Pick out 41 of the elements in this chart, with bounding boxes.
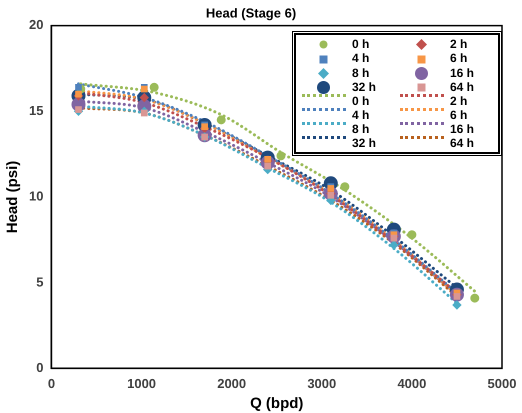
point: [264, 162, 272, 170]
legend-label: 32 h: [352, 80, 377, 94]
x-tick-label: 3000: [307, 376, 336, 391]
legend-label: 32 h: [352, 136, 377, 150]
x-tick-label: 4000: [397, 376, 426, 391]
legend-label: 0 h: [352, 37, 370, 52]
y-tick-label: 15: [28, 102, 44, 118]
legend-label: 4 h: [352, 108, 370, 122]
legend-label: 16 h: [450, 66, 475, 80]
x-axis-title: Q (bpd): [250, 395, 304, 412]
x-tick-label: 5000: [488, 376, 516, 391]
legend-label: 64 h: [450, 80, 475, 94]
point: [216, 115, 226, 124]
legend-label: 6 h: [450, 108, 468, 122]
point: [150, 82, 159, 92]
point: [140, 110, 148, 116]
point: [340, 182, 350, 192]
legend-label: 4 h: [352, 51, 370, 66]
chart-title: Head (Stage 6): [206, 5, 296, 20]
legend-label: 64 h: [450, 136, 475, 150]
point: [75, 84, 82, 91]
y-tick-label: 20: [28, 17, 44, 32]
x-tick-label: 1000: [127, 376, 156, 391]
y-tick-label: 10: [28, 188, 44, 204]
x-tick-label: 2000: [217, 376, 246, 391]
y-tick-label: 0: [36, 360, 44, 375]
y-axis-title: Head (psi): [4, 160, 22, 234]
point: [276, 151, 286, 160]
legend-label: 6 h: [450, 51, 468, 66]
point: [470, 294, 480, 303]
legend-label: 16 h: [450, 122, 475, 136]
point: [75, 106, 82, 113]
legend-label: 2 h: [450, 94, 468, 108]
legend-label: 0 h: [352, 94, 370, 108]
point: [407, 230, 416, 240]
point: [452, 300, 462, 310]
legend-label: 8 h: [352, 66, 370, 80]
y-tick-label: 5: [36, 274, 44, 290]
legend-label: 2 h: [450, 37, 468, 52]
legend-label: 8 h: [352, 122, 370, 136]
x-tick-label: 0: [48, 376, 56, 391]
